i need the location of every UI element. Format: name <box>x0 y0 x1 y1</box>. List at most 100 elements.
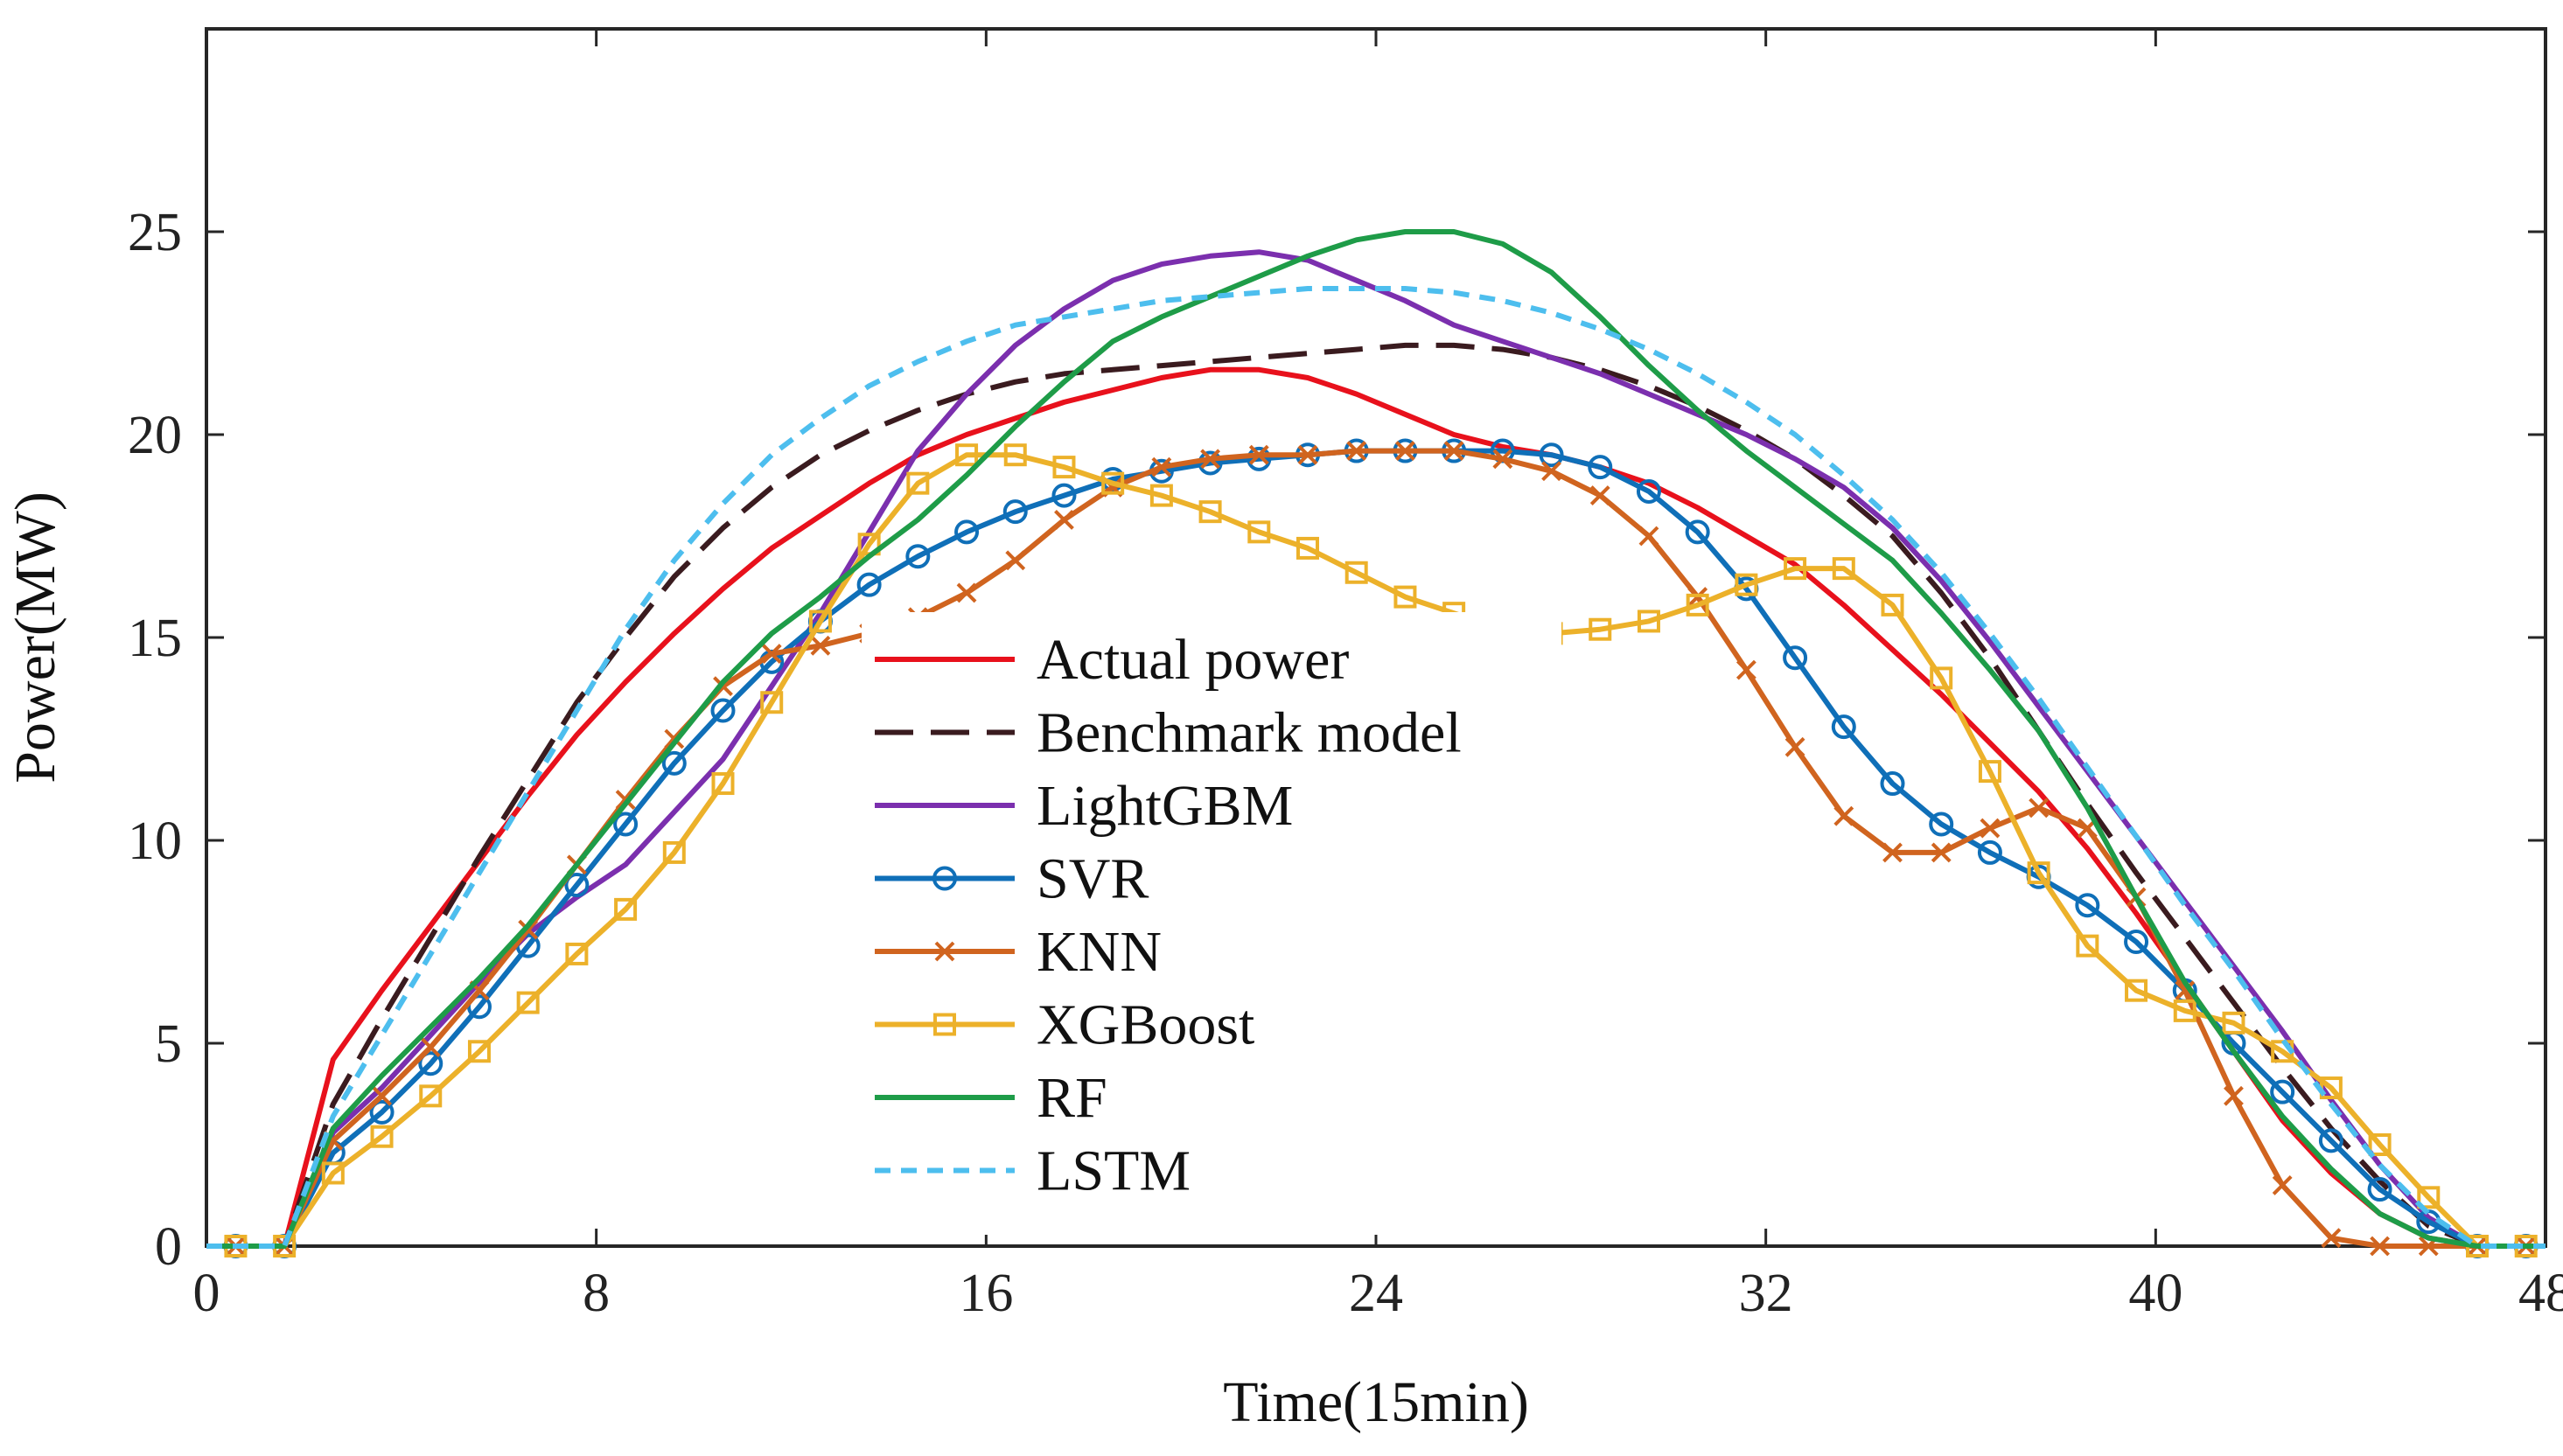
series-marker-4-38 <box>2029 798 2050 819</box>
series-marker-4-25 <box>1395 441 1415 461</box>
y-tick-label-3: 15 <box>128 609 182 668</box>
series-marker-5-36 <box>1930 666 1953 690</box>
series-marker-4-17 <box>1005 550 1026 571</box>
series-marker-5-46 <box>2417 1186 2441 1209</box>
series-marker-3-30 <box>1636 478 1661 504</box>
legend-label-0: Actual power <box>1037 628 1349 692</box>
series-marker-4-22 <box>1248 444 1269 465</box>
legend-label-2: LightGBM <box>1037 774 1293 838</box>
series-marker-5-35 <box>1881 593 1904 617</box>
series-marker-5-18 <box>1052 456 1076 479</box>
series-marker-3-33 <box>1783 645 1808 671</box>
series-marker-3-15 <box>905 544 931 569</box>
y-tick-label-5: 25 <box>128 203 182 262</box>
series-marker-4-28 <box>1541 461 1561 482</box>
legend-label-5: XGBoost <box>1037 993 1254 1057</box>
series-marker-5-7 <box>516 991 540 1014</box>
x-tick-label-3: 24 <box>1349 1264 1403 1323</box>
y-tick-label-2: 10 <box>128 812 182 871</box>
series-marker-5-25 <box>1393 585 1417 609</box>
series-marker-3-11 <box>710 698 736 723</box>
series-marker-5-23 <box>1296 536 1320 560</box>
legend-box <box>862 612 1561 1235</box>
series-marker-4-34 <box>1833 805 1854 826</box>
series-rf <box>206 229 2546 1249</box>
legend-marker-4 <box>934 941 955 962</box>
legend-label-1: Benchmark model <box>1037 701 1462 765</box>
series-marker-4-26 <box>1443 441 1464 461</box>
series-marker-4-4 <box>372 1085 392 1106</box>
series-marker-3-29 <box>1588 455 1613 480</box>
series-marker-3-37 <box>1977 839 2002 865</box>
legend-marker-5 <box>933 1013 956 1036</box>
x-axis-title: Time(15min) <box>1223 1370 1529 1434</box>
series-marker-3-44 <box>2318 1128 2343 1153</box>
legend-marker-3 <box>932 866 957 891</box>
series-marker-5-3 <box>321 1161 345 1185</box>
series-marker-5-8 <box>565 942 589 965</box>
series-marker-3-35 <box>1880 771 1905 797</box>
series-marker-5-16 <box>955 443 979 467</box>
series-marker-3-34 <box>1831 714 1856 740</box>
series-marker-5-34 <box>1832 557 1855 581</box>
legend-label-4: KNN <box>1037 920 1162 984</box>
series-marker-3-31 <box>1685 519 1710 545</box>
series-marker-4-12 <box>761 644 782 664</box>
series-marker-5-10 <box>662 840 686 864</box>
series-marker-4-36 <box>1931 842 1952 863</box>
series-marker-5-31 <box>1686 593 1709 617</box>
legend-label-3: SVR <box>1037 847 1149 911</box>
series-marker-3-4 <box>369 1099 395 1125</box>
legend: Actual power Benchmark model LightGBM SVR KN… <box>862 612 1561 1235</box>
series-line-7 <box>206 286 2546 1249</box>
series-marker-5-32 <box>1735 573 1758 596</box>
x-tick-label-0: 0 <box>193 1264 220 1323</box>
series-marker-4-21 <box>1200 449 1221 470</box>
x-tick-label-4: 32 <box>1739 1264 1793 1323</box>
y-tick-label-1: 5 <box>155 1014 182 1074</box>
series-benchmark-model <box>206 342 2546 1249</box>
series-marker-5-9 <box>614 897 638 921</box>
series-marker-5-21 <box>1198 500 1222 524</box>
series-marker-4-20 <box>1151 456 1172 477</box>
series-marker-5-40 <box>2125 979 2148 1002</box>
series-marker-5-37 <box>1978 760 2001 784</box>
series-marker-3-45 <box>2367 1177 2392 1202</box>
series-marker-4-23 <box>1297 444 1318 465</box>
series-xgboost <box>206 443 2546 1257</box>
series-marker-5-41 <box>2173 999 2196 1022</box>
series-marker-4-45 <box>2370 1236 2391 1257</box>
series-layer <box>206 229 2546 1258</box>
legend-label-6: RF <box>1037 1066 1107 1130</box>
series-marker-5-29 <box>1589 617 1612 641</box>
series-marker-4-35 <box>1882 842 1903 863</box>
series-marker-4-37 <box>1980 818 2001 839</box>
axis-ticks: 0 8 16 24 32 40 48 0 5 10 15 20 25 <box>128 29 2563 1323</box>
series-marker-4-5 <box>420 1037 441 1058</box>
series-marker-5-4 <box>370 1125 394 1148</box>
series-marker-5-20 <box>1149 484 1173 507</box>
series-marker-4-44 <box>2321 1228 2342 1249</box>
series-marker-3-5 <box>418 1051 443 1076</box>
series-marker-4-32 <box>1735 659 1756 680</box>
series-marker-4-43 <box>2272 1174 2293 1195</box>
series-marker-4-27 <box>1492 449 1513 470</box>
series-marker-5-13 <box>808 610 832 633</box>
series-line-6 <box>206 229 2546 1249</box>
x-tick-label-2: 16 <box>959 1264 1013 1323</box>
series-marker-4-30 <box>1638 526 1659 547</box>
y-tick-label-0: 0 <box>155 1217 182 1277</box>
y-axis-title: Power(MW) <box>3 491 67 784</box>
series-marker-4-16 <box>956 582 977 603</box>
series-marker-3-40 <box>2124 930 2149 954</box>
series-marker-5-30 <box>1637 610 1660 633</box>
series-marker-5-15 <box>906 471 930 495</box>
series-marker-4-24 <box>1346 441 1367 461</box>
series-marker-5-19 <box>1101 471 1125 495</box>
series-marker-5-24 <box>1344 561 1368 584</box>
series-marker-5-6 <box>467 1040 491 1063</box>
series-marker-4-33 <box>1784 736 1805 757</box>
series-marker-5-11 <box>711 772 735 796</box>
series-line-1 <box>206 342 2546 1249</box>
